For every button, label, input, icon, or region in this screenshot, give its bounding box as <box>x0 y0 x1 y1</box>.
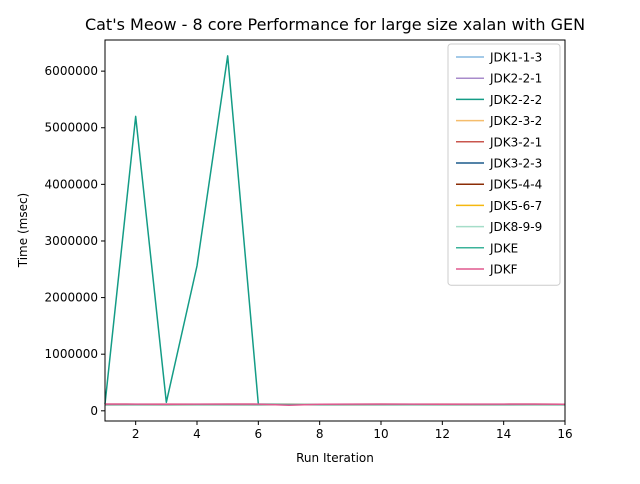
legend-label: JDK5-4-4 <box>489 178 542 192</box>
x-tick-label: 2 <box>132 427 140 441</box>
x-tick-label: 14 <box>496 427 511 441</box>
x-tick-label: 12 <box>435 427 450 441</box>
y-tick-label: 6000000 <box>45 64 98 78</box>
x-tick-label: 4 <box>193 427 201 441</box>
y-tick-label: 4000000 <box>45 177 98 191</box>
legend-label: JDK1-1-3 <box>489 51 542 65</box>
legend-label: JDKF <box>489 263 518 277</box>
legend-label: JDK8-9-9 <box>489 220 542 234</box>
y-ticks: 0 1000000 2000000 3000000 4000000 5000000 6000… <box>45 64 105 418</box>
x-axis-label: Run Iteration <box>296 451 374 465</box>
legend-label: JDK2-2-2 <box>489 93 542 107</box>
legend-label: JDK2-3-2 <box>489 114 542 128</box>
x-tick-label: 6 <box>255 427 263 441</box>
y-axis-label: Time (msec) <box>16 193 30 268</box>
legend-label: JDKE <box>489 241 518 255</box>
y-tick-label: 5000000 <box>45 121 98 135</box>
legend-label: JDK2-2-1 <box>489 72 542 86</box>
y-tick-label: 3000000 <box>45 234 98 248</box>
y-tick-label: 0 <box>90 404 98 418</box>
chart-title: Cat's Meow - 8 core Performance for larg… <box>85 15 585 34</box>
legend: JDK1-1-3 JDK2-2-1 JDK2-2-2 JDK2-3-2 JDK3-2-1… <box>448 44 560 285</box>
legend-label: JDK3-2-1 <box>489 135 542 149</box>
x-ticks: 2 4 6 8 10 12 14 16 <box>132 421 573 441</box>
x-tick-label: 8 <box>316 427 324 441</box>
y-tick-label: 2000000 <box>45 291 98 305</box>
x-tick-label: 16 <box>557 427 572 441</box>
x-tick-label: 10 <box>373 427 388 441</box>
y-tick-label: 1000000 <box>45 347 98 361</box>
legend-label: JDK3-2-3 <box>489 157 542 171</box>
legend-label: JDK5-6-7 <box>489 199 542 213</box>
